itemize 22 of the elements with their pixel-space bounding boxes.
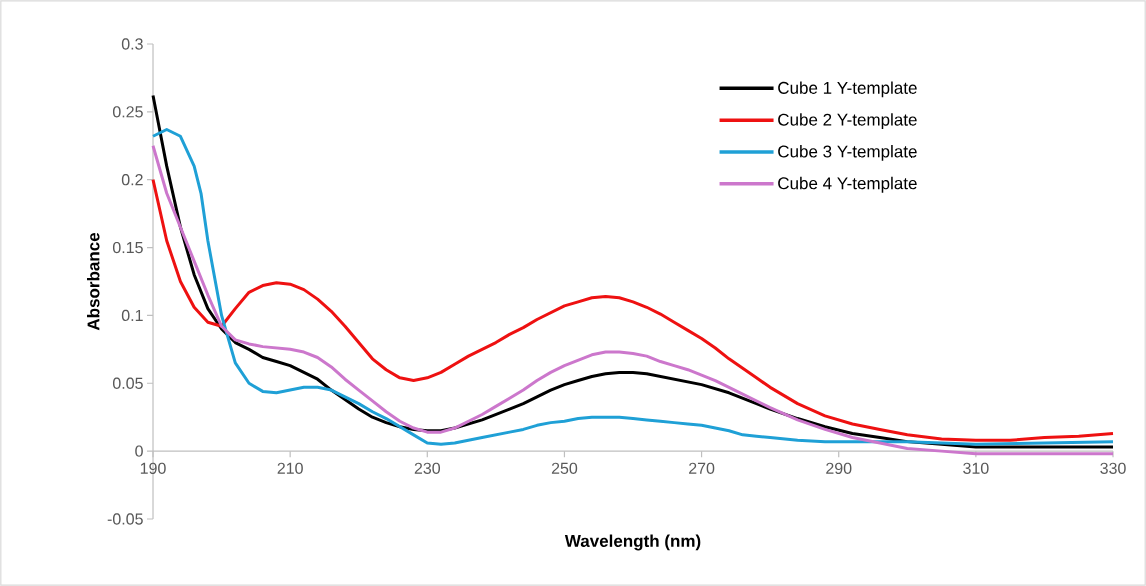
y-tick-label: 0.2 — [121, 174, 143, 186]
y-tick-label: 0.3 — [121, 38, 143, 50]
y-tick-label: 0 — [135, 445, 143, 457]
legend-label: Cube 4 Y-template — [778, 176, 917, 193]
y-tick-label: 0.15 — [112, 241, 143, 254]
x-tick-label: 270 — [689, 462, 715, 474]
y-axis-title: Absorbance — [87, 232, 100, 331]
legend-label: Cube 2 Y-template — [778, 113, 917, 130]
x-tick-label: 230 — [414, 462, 441, 474]
y-tick-label: 0.25 — [112, 106, 143, 118]
legend-label: Cube 3 Y-template — [778, 145, 917, 161]
x-axis-title: Wavelength (nm) — [564, 534, 701, 551]
x-tick-label: 190 — [140, 462, 166, 474]
y-tick-label: 0.05 — [112, 377, 143, 389]
y-tick-label: -0.05 — [107, 513, 143, 525]
legend-label: Cube 1 Y-template — [778, 81, 917, 98]
y-tick-label: 0.1 — [121, 309, 143, 322]
x-tick-label: 250 — [551, 462, 578, 474]
x-tick-label: 290 — [826, 462, 852, 474]
x-tick-label: 310 — [963, 462, 989, 474]
x-tick-label: 210 — [277, 462, 303, 474]
x-tick-label: 330 — [1100, 462, 1126, 474]
